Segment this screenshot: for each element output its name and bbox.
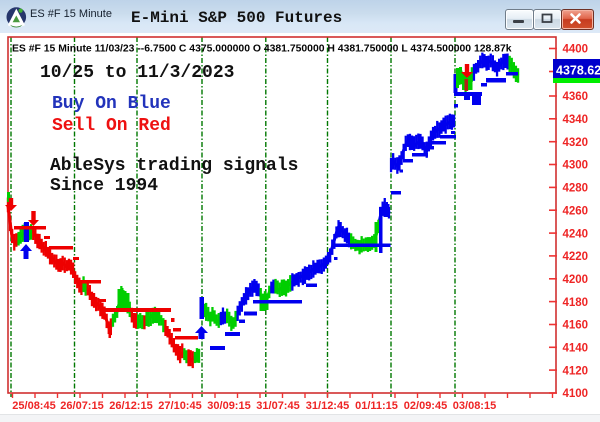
- svg-text:4160: 4160: [563, 320, 589, 332]
- svg-text:01/11:15: 01/11:15: [355, 400, 398, 412]
- svg-text:4300: 4300: [563, 160, 589, 172]
- svg-text:02/09:45: 02/09:45: [404, 400, 447, 412]
- svg-text:31/07:45: 31/07:45: [256, 400, 299, 412]
- svg-text:4378.62: 4378.62: [556, 64, 600, 78]
- svg-text:Sell On Red: Sell On Red: [52, 116, 171, 136]
- svg-text:4400: 4400: [563, 44, 589, 56]
- svg-text:4240: 4240: [563, 228, 589, 240]
- svg-text:27/10:45: 27/10:45: [158, 400, 201, 412]
- svg-text:26/12:15: 26/12:15: [109, 400, 152, 412]
- svg-text:4140: 4140: [563, 343, 589, 355]
- svg-text:4220: 4220: [563, 251, 589, 263]
- svg-text:31/12:45: 31/12:45: [306, 400, 349, 412]
- svg-text:4180: 4180: [563, 297, 589, 309]
- svg-text:4100: 4100: [563, 388, 589, 400]
- svg-text:AbleSys trading signals: AbleSys trading signals: [50, 156, 298, 176]
- svg-text:4120: 4120: [563, 365, 589, 377]
- svg-text:4200: 4200: [563, 274, 589, 286]
- svg-text:30/09:15: 30/09:15: [207, 400, 250, 412]
- svg-text:Buy On Blue: Buy On Blue: [52, 94, 171, 114]
- svg-text:25/08:45: 25/08:45: [12, 400, 55, 412]
- svg-text:26/07:15: 26/07:15: [60, 400, 103, 412]
- svg-text:Since 1994: Since 1994: [50, 176, 158, 196]
- svg-text:4360: 4360: [563, 91, 589, 103]
- svg-text:10/25 to 11/3/2023: 10/25 to 11/3/2023: [40, 63, 234, 83]
- svg-text:4340: 4340: [563, 114, 589, 126]
- svg-text:4260: 4260: [563, 205, 589, 217]
- svg-text:03/08:15: 03/08:15: [453, 400, 496, 412]
- svg-text:4320: 4320: [563, 137, 589, 149]
- svg-text:ES #F 15 Minute 11/03/23 --6.7: ES #F 15 Minute 11/03/23 --6.7500 C 4375…: [12, 44, 512, 55]
- svg-text:4280: 4280: [563, 183, 589, 195]
